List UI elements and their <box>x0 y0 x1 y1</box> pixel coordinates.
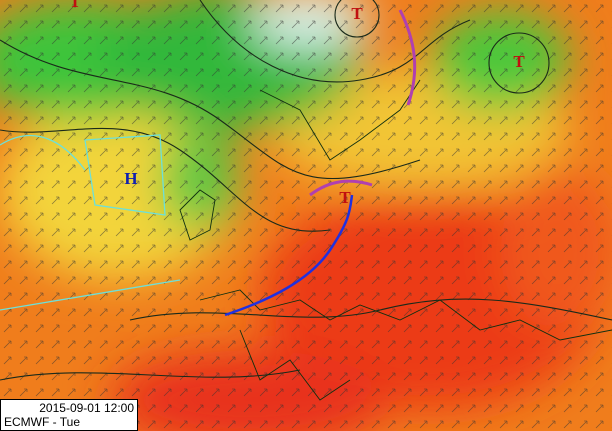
pressure-center-label: T <box>351 4 363 23</box>
pressure-center-label: H <box>124 169 137 188</box>
coastlines <box>179 79 612 401</box>
occluded-front <box>398 9 417 106</box>
occluded-front <box>309 179 373 197</box>
pressure-center-label: T <box>69 0 81 11</box>
pressure-center-label: T <box>339 188 351 207</box>
info-box: 2015-09-01 12:00 ECMWF - Tue <box>0 399 138 431</box>
pressure-center-label: T <box>513 52 525 71</box>
timestamp: 2015-09-01 12:00 <box>39 401 134 415</box>
model-day: ECMWF - Tue <box>4 415 81 429</box>
isobars <box>0 0 612 381</box>
cold-front <box>224 194 354 317</box>
isotherms <box>0 134 181 311</box>
